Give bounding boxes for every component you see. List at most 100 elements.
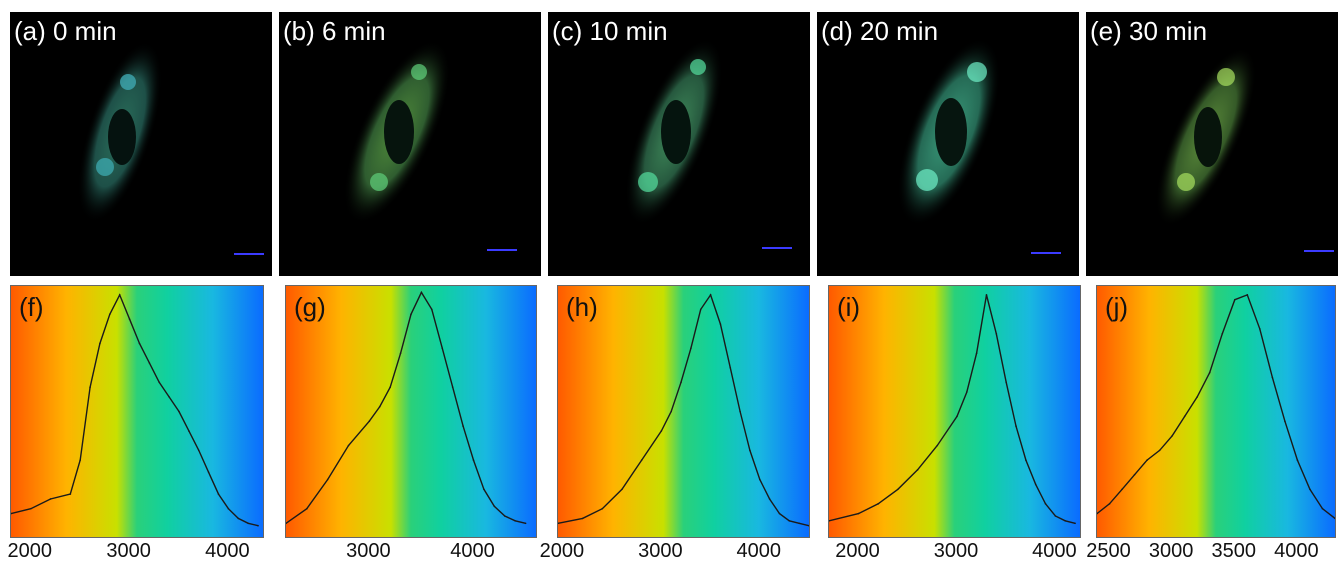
data-point: [89, 386, 91, 388]
data-point: [1296, 459, 1299, 461]
data-point: [227, 507, 230, 510]
panel-label: (a) 0 min: [14, 16, 117, 46]
data-point: [877, 503, 880, 505]
micro-panel-e: (e) 30 min: [1086, 12, 1338, 276]
data-point: [399, 352, 402, 354]
spectrum-background: [558, 286, 809, 537]
spectrum-background: [1097, 286, 1335, 537]
cell-image: [897, 38, 1061, 254]
data-point: [808, 524, 809, 527]
hist-panel-h: (h): [557, 285, 810, 538]
data-point: [1074, 522, 1076, 525]
x-tick-label: 4000: [205, 540, 250, 562]
data-point: [709, 294, 712, 296]
data-point: [138, 342, 141, 345]
panel-label: (j): [1105, 292, 1129, 322]
data-point: [1221, 332, 1224, 335]
data-point: [410, 313, 412, 316]
cell-image: [625, 38, 792, 249]
data-point: [247, 522, 249, 525]
x-tick-label: 4000: [1032, 540, 1077, 562]
panel-label: (e) 30 min: [1090, 16, 1208, 46]
scale-bar: [762, 247, 792, 249]
data-point: [680, 381, 682, 384]
data-point: [168, 396, 170, 398]
x-tick-label: 3500: [1211, 540, 1257, 562]
data-point: [207, 471, 210, 474]
x-tick-label: 2000: [539, 540, 585, 562]
micro-panel-d: (d) 20 min: [817, 12, 1079, 276]
data-point: [1005, 381, 1007, 384]
data-point: [621, 488, 623, 491]
x-tick-label: 3000: [638, 540, 683, 562]
data-point: [257, 524, 259, 527]
x-tick-label: 2000: [835, 540, 880, 562]
data-point: [29, 507, 32, 510]
data-point: [729, 366, 732, 369]
data-point: [109, 313, 111, 316]
data-point: [1334, 517, 1335, 520]
data-point: [1271, 376, 1274, 379]
hist-plot: [829, 286, 1080, 537]
data-point: [1121, 488, 1123, 491]
x-tick-label: 4000: [1274, 540, 1319, 562]
data-point: [1044, 503, 1047, 505]
data-point: [11, 512, 12, 515]
data-point: [1097, 512, 1098, 515]
data-point: [719, 323, 722, 325]
scale-bar: [1031, 252, 1061, 254]
panel-label: (f): [19, 292, 44, 322]
x-ticks-i: 2000 3000 4000: [828, 540, 1081, 566]
data-point: [798, 522, 800, 525]
data-point: [118, 294, 121, 296]
data-point: [69, 493, 72, 495]
data-point: [690, 347, 692, 350]
data-point: [581, 517, 584, 520]
scale-bar: [234, 253, 264, 255]
panel-label: (i): [837, 292, 861, 322]
data-point: [286, 522, 287, 525]
hist-plot: [558, 286, 809, 537]
data-point: [483, 488, 485, 491]
micro-panel-a: (a) 0 min: [10, 12, 272, 276]
hist-plot: [11, 286, 263, 537]
x-tick-label: 3000: [933, 540, 979, 562]
data-point: [660, 430, 663, 432]
data-point: [378, 405, 381, 408]
data-point: [188, 430, 190, 432]
data-point: [1196, 396, 1199, 398]
cell-image: [1155, 47, 1334, 252]
data-point: [472, 459, 475, 461]
panel-label: (b) 6 min: [283, 16, 386, 46]
data-point: [1108, 503, 1111, 505]
data-point: [916, 469, 919, 471]
data-point: [829, 520, 830, 522]
data-point: [79, 459, 81, 461]
data-point: [670, 410, 672, 413]
hist-panel-j: (j): [1096, 285, 1336, 538]
data-point: [441, 347, 444, 350]
hist-panel-i: (i): [828, 285, 1081, 538]
data-point: [420, 291, 423, 294]
data-point: [514, 520, 516, 522]
data-point: [1284, 420, 1286, 423]
x-ticks-h: 2000 3000 4000: [540, 540, 810, 566]
data-point: [1158, 449, 1161, 452]
panel-label: (d) 20 min: [821, 16, 939, 46]
scale-bar: [1304, 250, 1334, 252]
x-tick-label: 4000: [736, 540, 782, 562]
x-ticks-f: 2000 3000 4000: [8, 540, 264, 566]
data-point: [389, 386, 391, 388]
x-ticks-j: 2500 3000 3500 4000: [1086, 540, 1336, 566]
data-point: [1259, 328, 1261, 330]
data-point: [197, 449, 200, 452]
x-tick-label: 4000: [450, 540, 495, 562]
data-point: [558, 522, 559, 525]
data-point: [1309, 488, 1311, 491]
data-point: [1246, 294, 1249, 296]
data-point: [749, 449, 751, 452]
series-line: [286, 290, 526, 524]
data-point: [975, 352, 978, 354]
data-point: [739, 410, 741, 413]
x-tick-label: 3000: [106, 540, 151, 562]
